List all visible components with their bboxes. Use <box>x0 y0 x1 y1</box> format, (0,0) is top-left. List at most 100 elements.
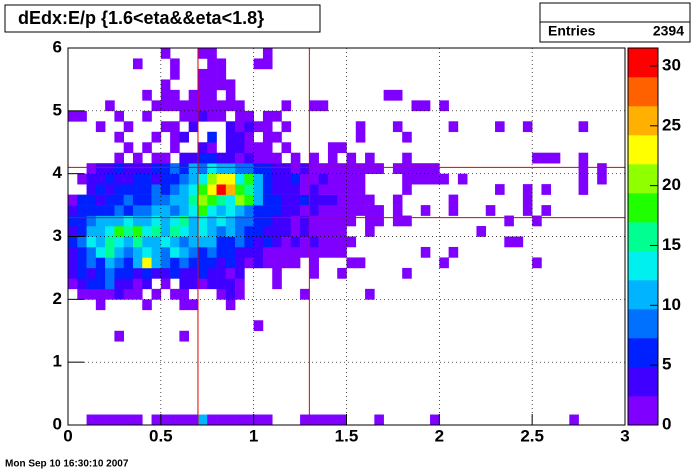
cell <box>309 414 319 426</box>
cell <box>262 48 273 59</box>
cell <box>392 194 403 206</box>
cell <box>244 215 254 227</box>
cell <box>504 215 514 227</box>
cell <box>262 184 273 195</box>
cell <box>327 163 338 174</box>
cell <box>123 226 134 237</box>
cell <box>225 173 236 185</box>
cell <box>300 215 310 227</box>
cell <box>132 246 143 258</box>
cell <box>105 205 115 216</box>
cell <box>355 205 366 216</box>
cell <box>262 163 273 174</box>
cell <box>402 131 412 143</box>
cell <box>476 226 487 237</box>
cell <box>225 267 236 279</box>
cell <box>225 257 236 269</box>
cell <box>448 121 459 133</box>
cell <box>346 163 357 174</box>
palette-step <box>628 396 658 426</box>
cell <box>114 215 124 227</box>
cell <box>281 236 292 248</box>
cell <box>262 121 273 133</box>
cell <box>95 288 106 300</box>
cell <box>170 184 180 195</box>
cell <box>309 184 319 195</box>
palette-step <box>628 193 658 223</box>
cell <box>114 330 124 342</box>
cell <box>86 226 97 237</box>
z-tick-label: 20 <box>662 175 681 194</box>
cell <box>170 205 180 216</box>
cell <box>170 173 180 185</box>
cell <box>114 131 124 143</box>
cell <box>170 226 180 237</box>
cell <box>420 100 431 112</box>
cell <box>86 257 97 269</box>
cell <box>105 257 115 269</box>
cell <box>337 205 347 216</box>
cell <box>105 288 115 300</box>
cell <box>281 121 292 133</box>
palette-step <box>628 135 658 165</box>
cell <box>392 205 403 216</box>
y-tick-label: 0 <box>53 414 62 433</box>
cell <box>281 226 292 237</box>
cell <box>142 89 152 101</box>
cell <box>244 110 254 122</box>
cell <box>170 246 180 258</box>
cell <box>197 184 208 195</box>
cell <box>300 194 310 206</box>
cell <box>290 246 301 258</box>
cell <box>132 215 143 227</box>
cell <box>132 184 143 195</box>
cell <box>77 278 87 290</box>
cell <box>188 163 199 174</box>
cell <box>253 236 264 248</box>
cell <box>160 414 171 426</box>
cell <box>244 246 254 258</box>
cell <box>235 173 245 185</box>
cell <box>300 163 310 174</box>
cell <box>114 173 124 185</box>
cell <box>392 215 403 227</box>
cell <box>179 215 189 227</box>
cell <box>318 194 329 206</box>
cell <box>207 246 217 258</box>
cell <box>216 257 227 269</box>
cell <box>142 163 152 174</box>
cell <box>188 184 199 195</box>
cell <box>327 414 338 426</box>
cell <box>550 152 561 164</box>
cell <box>262 246 273 258</box>
cell <box>262 152 273 164</box>
cell <box>170 215 180 227</box>
cell <box>235 246 245 258</box>
cell <box>86 173 97 185</box>
cell <box>411 173 422 185</box>
cell <box>290 215 301 227</box>
cell <box>300 246 310 258</box>
cell <box>318 173 329 185</box>
cell <box>430 173 440 185</box>
cell <box>281 173 292 185</box>
cell <box>281 246 292 258</box>
cell <box>253 173 264 185</box>
cell <box>77 288 87 300</box>
cell <box>522 184 533 195</box>
cell <box>411 100 422 112</box>
cell <box>77 257 87 269</box>
cell <box>207 110 217 122</box>
cell <box>216 267 227 279</box>
cell <box>262 414 273 426</box>
cell <box>160 205 171 216</box>
cell <box>188 299 199 311</box>
cell <box>207 226 217 237</box>
cell <box>77 236 87 248</box>
cell <box>309 236 319 248</box>
cell <box>365 288 375 300</box>
cell <box>235 152 245 164</box>
cell <box>225 152 236 164</box>
cell <box>337 173 347 185</box>
cell <box>253 142 264 154</box>
